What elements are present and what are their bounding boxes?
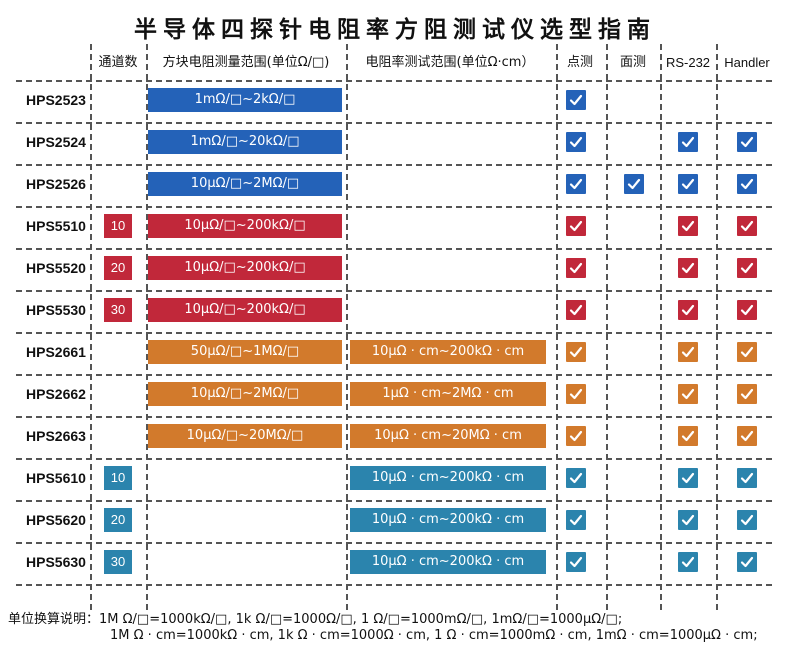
unit-conversion-note-2: 1M Ω · cm=1000kΩ · cm, 1k Ω · cm=1000Ω ·… xyxy=(110,628,758,643)
sheet-resistance-range: 1mΩ/□~2kΩ/□ xyxy=(148,88,342,112)
checkmark-icon xyxy=(678,132,698,152)
row-divider xyxy=(16,164,772,166)
sheet-resistance-range: 10μΩ/□~200kΩ/□ xyxy=(148,214,342,238)
model-name: HPS5530 xyxy=(26,302,86,318)
row-divider xyxy=(16,206,772,208)
checkmark-icon xyxy=(566,258,586,278)
resistivity-range: 10μΩ · cm~200kΩ · cm xyxy=(350,508,546,532)
row-divider xyxy=(16,458,772,460)
sheet-resistance-range: 50μΩ/□~1MΩ/□ xyxy=(148,340,342,364)
column-divider xyxy=(556,44,558,610)
checkmark-icon xyxy=(678,384,698,404)
header-point-test: 点测 xyxy=(566,55,593,70)
row-divider xyxy=(16,122,772,124)
model-name: HPS2662 xyxy=(26,386,86,402)
checkmark-icon xyxy=(737,426,757,446)
channel-count-badge: 20 xyxy=(104,256,132,280)
column-divider xyxy=(346,44,348,610)
checkmark-icon xyxy=(566,426,586,446)
checkmark-icon xyxy=(566,552,586,572)
model-name: HPS5610 xyxy=(26,470,86,486)
column-divider xyxy=(606,44,608,610)
sheet-resistance-range: 10μΩ/□~2MΩ/□ xyxy=(148,382,342,406)
checkmark-icon xyxy=(566,300,586,320)
checkmark-icon xyxy=(678,258,698,278)
header-sheet-resistance-range: 方块电阻测量范围(单位Ω/□) xyxy=(162,55,330,70)
checkmark-icon xyxy=(737,216,757,236)
checkmark-icon xyxy=(737,174,757,194)
header-channels: 通道数 xyxy=(98,55,138,70)
checkmark-icon xyxy=(737,510,757,530)
row-divider xyxy=(16,542,772,544)
sheet-resistance-range: 10μΩ/□~20MΩ/□ xyxy=(148,424,342,448)
checkmark-icon xyxy=(678,174,698,194)
checkmark-icon xyxy=(737,132,757,152)
column-divider xyxy=(90,44,92,610)
sheet-resistance-range: 1mΩ/□~20kΩ/□ xyxy=(148,130,342,154)
row-divider xyxy=(16,500,772,502)
model-name: HPS5630 xyxy=(26,554,86,570)
row-divider xyxy=(16,248,772,250)
model-name: HPS2661 xyxy=(26,344,86,360)
row-divider xyxy=(16,80,772,82)
checkmark-icon xyxy=(678,300,698,320)
checkmark-icon xyxy=(737,552,757,572)
header-rs232: RS-232 xyxy=(665,55,711,70)
resistivity-range: 10μΩ · cm~200kΩ · cm xyxy=(350,466,546,490)
checkmark-icon xyxy=(737,468,757,488)
checkmark-icon xyxy=(566,132,586,152)
checkmark-icon xyxy=(566,90,586,110)
checkmark-icon xyxy=(737,384,757,404)
column-divider xyxy=(660,44,662,610)
column-divider xyxy=(716,44,718,610)
checkmark-icon xyxy=(678,216,698,236)
resistivity-range: 10μΩ · cm~200kΩ · cm xyxy=(350,340,546,364)
channel-count-badge: 30 xyxy=(104,298,132,322)
model-name: HPS2663 xyxy=(26,428,86,444)
model-name: HPS5520 xyxy=(26,260,86,276)
checkmark-icon xyxy=(566,174,586,194)
page-title: 半导体四探针电阻率方阻测试仪选型指南 xyxy=(134,17,656,43)
checkmark-icon xyxy=(678,552,698,572)
model-name: HPS2524 xyxy=(26,134,86,150)
channel-count-badge: 10 xyxy=(104,466,132,490)
header-area-test: 面测 xyxy=(619,55,646,70)
checkmark-icon xyxy=(566,384,586,404)
channel-count-badge: 10 xyxy=(104,214,132,238)
sheet-resistance-range: 10μΩ/□~200kΩ/□ xyxy=(148,256,342,280)
checkmark-icon xyxy=(566,216,586,236)
unit-conversion-note-1: 单位换算说明：1M Ω/□=1000kΩ/□, 1k Ω/□=1000Ω/□, … xyxy=(8,612,623,627)
checkmark-icon xyxy=(737,342,757,362)
header-handler: Handler xyxy=(724,55,770,70)
checkmark-icon xyxy=(737,300,757,320)
checkmark-icon xyxy=(566,510,586,530)
channel-count-badge: 20 xyxy=(104,508,132,532)
row-divider xyxy=(16,290,772,292)
channel-count-badge: 30 xyxy=(104,550,132,574)
sheet-resistance-range: 10μΩ/□~200kΩ/□ xyxy=(148,298,342,322)
checkmark-icon xyxy=(678,426,698,446)
checkmark-icon xyxy=(737,258,757,278)
resistivity-range: 10μΩ · cm~200kΩ · cm xyxy=(350,550,546,574)
checkmark-icon xyxy=(678,342,698,362)
resistivity-range: 1μΩ · cm~2MΩ · cm xyxy=(350,382,546,406)
row-divider xyxy=(16,416,772,418)
checkmark-icon xyxy=(678,468,698,488)
row-divider xyxy=(16,332,772,334)
sheet-resistance-range: 10μΩ/□~2MΩ/□ xyxy=(148,172,342,196)
row-divider xyxy=(16,374,772,376)
model-name: HPS5620 xyxy=(26,512,86,528)
model-name: HPS2523 xyxy=(26,92,86,108)
model-name: HPS5510 xyxy=(26,218,86,234)
column-divider xyxy=(146,44,148,610)
checkmark-icon xyxy=(566,468,586,488)
header-resistivity-range: 电阻率测试范围(单位Ω·cm） xyxy=(365,55,535,70)
resistivity-range: 10μΩ · cm~20MΩ · cm xyxy=(350,424,546,448)
model-name: HPS2526 xyxy=(26,176,86,192)
row-divider xyxy=(16,584,772,586)
checkmark-icon xyxy=(624,174,644,194)
checkmark-icon xyxy=(566,342,586,362)
checkmark-icon xyxy=(678,510,698,530)
